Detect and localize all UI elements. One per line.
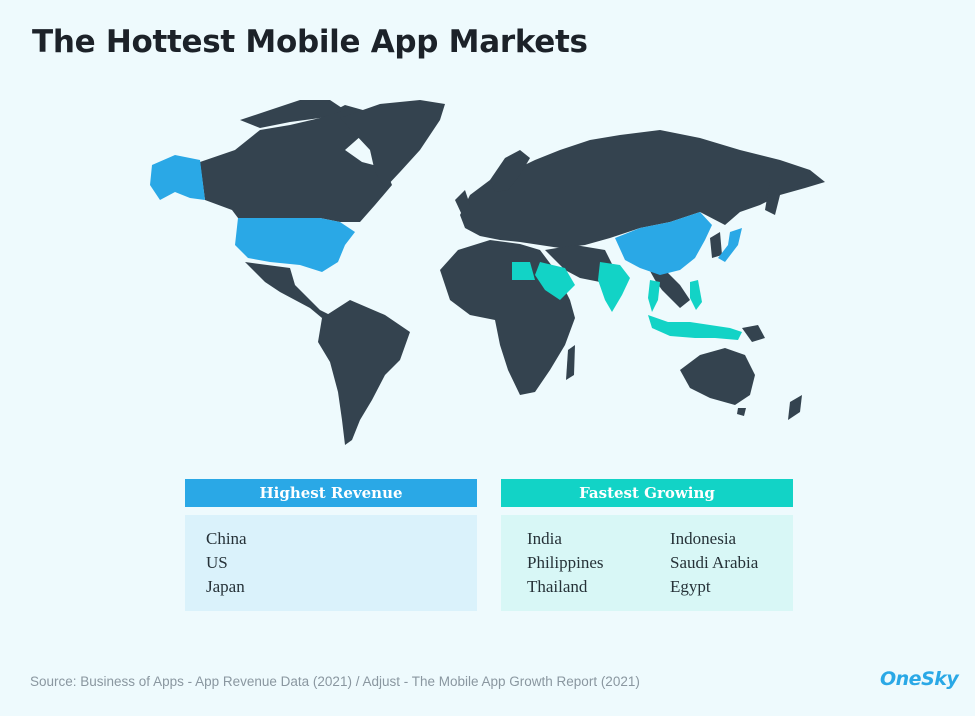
highest-revenue-panel: Highest Revenue China US Japan — [185, 479, 477, 611]
region-egypt — [512, 262, 535, 280]
region-eurasia — [460, 130, 825, 248]
region-uk — [455, 190, 470, 215]
region-greenland — [340, 100, 445, 188]
list-item: Philippines — [527, 553, 604, 572]
region-japan — [718, 228, 742, 262]
region-new-zealand — [788, 395, 802, 420]
world-map — [150, 100, 825, 445]
highest-revenue-list: China US Japan — [185, 515, 477, 611]
region-alaska — [150, 155, 205, 200]
list-item: Egypt — [670, 577, 711, 596]
source-note: Source: Business of Apps - App Revenue D… — [30, 674, 640, 689]
region-middle-east — [545, 245, 615, 282]
region-philippines — [690, 280, 702, 310]
list-item: US — [206, 553, 228, 572]
region-india — [598, 262, 630, 312]
region-africa — [440, 240, 575, 395]
region-tasmania — [737, 408, 746, 416]
region-canada — [200, 105, 392, 222]
list-item: Indonesia — [670, 529, 737, 548]
region-kamchatka — [765, 180, 780, 215]
fastest-growing-header: Fastest Growing — [501, 479, 793, 507]
region-scandinavia — [490, 150, 530, 192]
region-thailand — [648, 280, 660, 312]
region-united-states — [235, 218, 355, 272]
region-png — [742, 325, 765, 342]
region-korea — [710, 232, 722, 258]
page-title: The Hottest Mobile App Markets — [32, 24, 588, 60]
highest-revenue-header: Highest Revenue — [185, 479, 477, 507]
region-madagascar — [566, 345, 575, 380]
region-australia — [680, 348, 755, 405]
list-item: Japan — [206, 577, 245, 596]
region-indonesia — [648, 315, 742, 340]
region-china — [615, 212, 712, 275]
fastest-growing-panel: Fastest Growing India Philippines Thaila… — [501, 479, 793, 611]
region-mexico — [245, 262, 330, 318]
onesky-logo: OneSky — [880, 668, 959, 690]
region-south-america — [318, 300, 410, 445]
list-item: Saudi Arabia — [670, 553, 759, 572]
list-item: India — [527, 529, 562, 548]
region-arctic-islands — [240, 100, 345, 128]
list-item: China — [206, 529, 247, 548]
fastest-growing-list: India Philippines Thailand Indonesia Sau… — [501, 515, 793, 611]
list-item: Thailand — [527, 577, 588, 596]
region-saudi-arabia — [535, 262, 575, 300]
